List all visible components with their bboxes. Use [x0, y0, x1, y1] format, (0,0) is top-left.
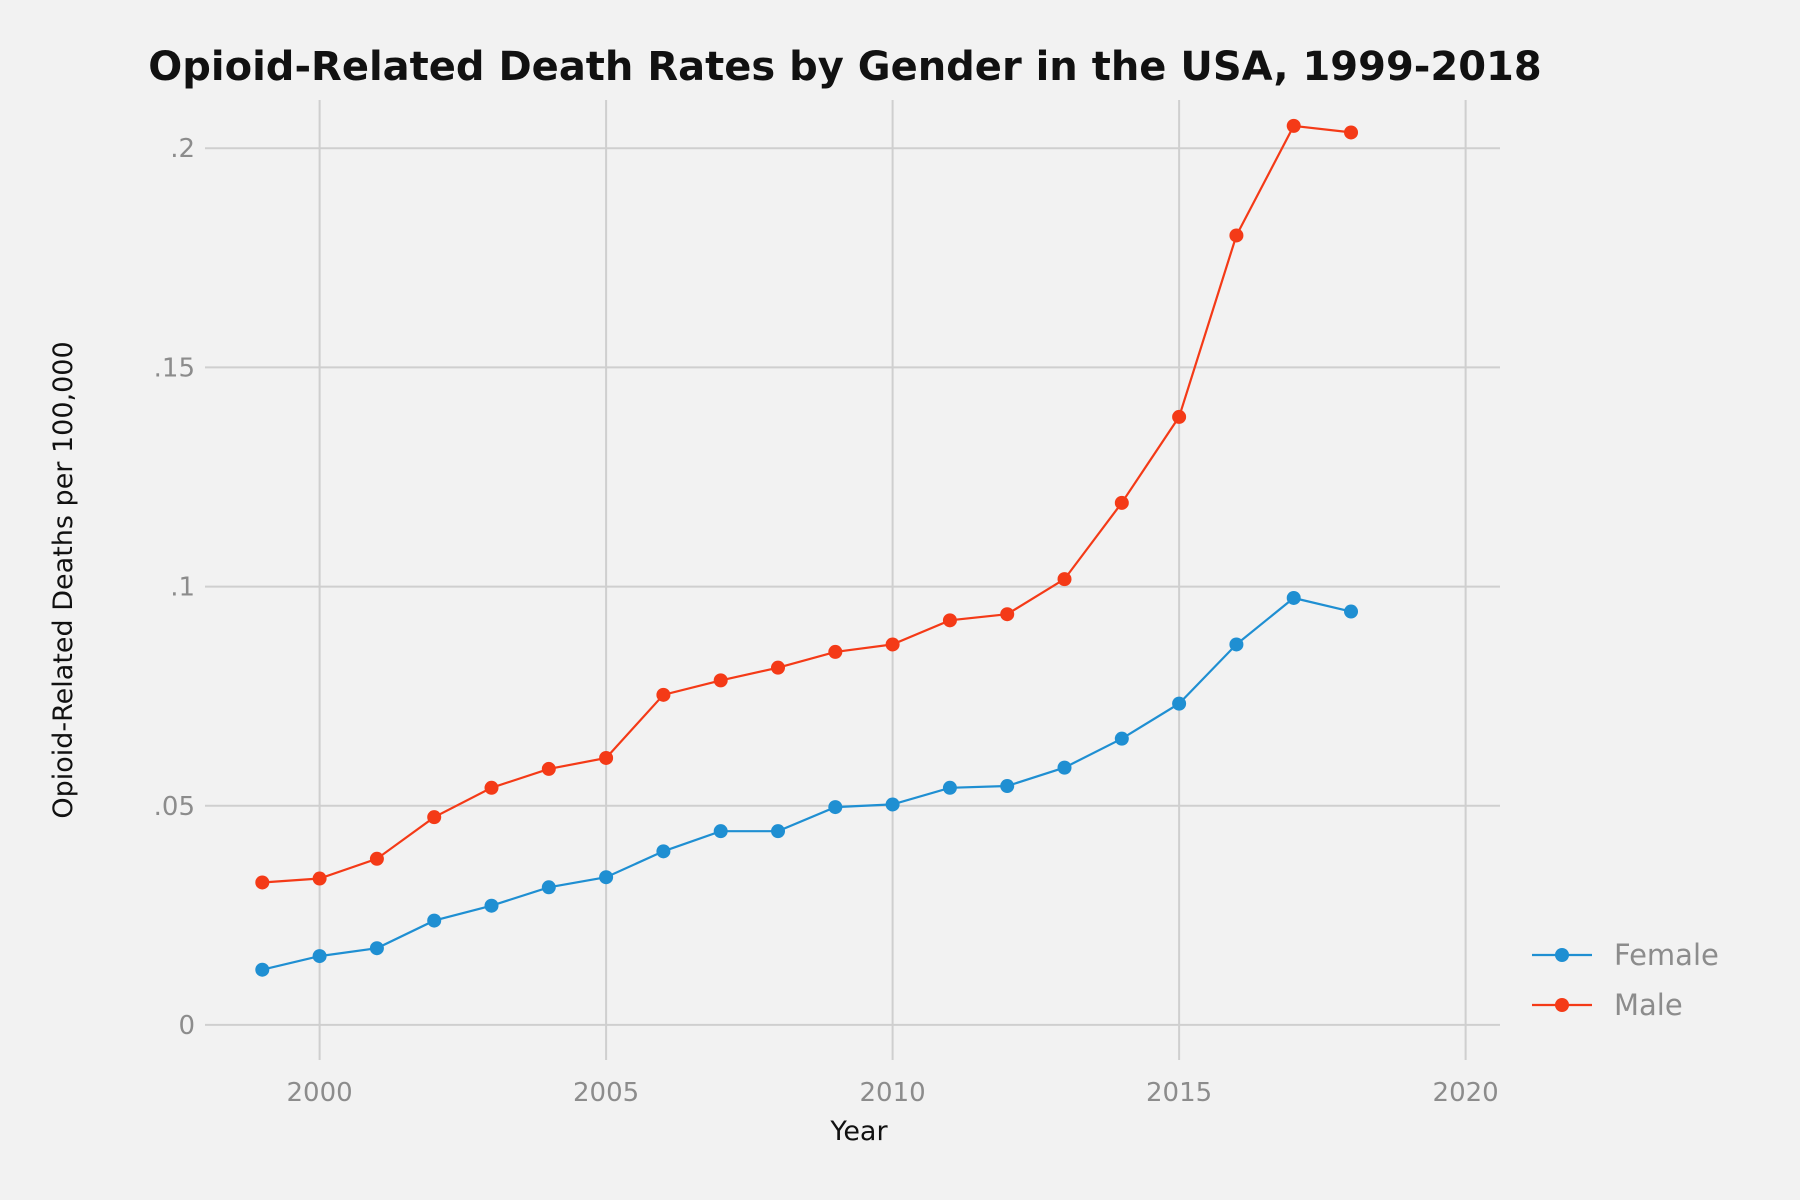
series-female [255, 590, 1359, 977]
y-tick-label: 0 [178, 1011, 195, 1041]
x-tick-labels: 2000 2005 2010 2015 2020 [287, 1078, 1499, 1108]
data-point [484, 780, 499, 795]
x-tick-label: 2015 [1146, 1078, 1212, 1108]
legend-marker [1555, 948, 1569, 962]
data-point [1286, 118, 1301, 133]
data-point [1172, 409, 1187, 424]
data-point [369, 941, 384, 956]
data-point [942, 780, 957, 795]
data-point [1229, 228, 1244, 243]
x-tick-label: 2005 [573, 1078, 639, 1108]
data-point [599, 870, 614, 885]
data-point [541, 761, 556, 776]
data-point [312, 871, 327, 886]
data-point [885, 797, 900, 812]
y-tick-label: .1 [170, 573, 195, 603]
data-point [599, 750, 614, 765]
legend-label: Male [1614, 988, 1683, 1022]
y-tick-labels: 0 .05 .1 .15 .2 [154, 134, 195, 1041]
data-point [1000, 779, 1015, 794]
data-point [771, 660, 786, 675]
legend-marker [1555, 998, 1569, 1012]
data-point [255, 875, 270, 890]
x-axis-label: Year [829, 1116, 888, 1147]
y-tick-label: .05 [154, 792, 195, 822]
legend-label: Female [1614, 938, 1719, 972]
data-point [1000, 607, 1015, 622]
series-layer [255, 118, 1359, 977]
legend-item-female: Female [1532, 938, 1719, 972]
series-line [262, 124, 1352, 884]
y-tick-label: .2 [170, 134, 195, 164]
data-point [312, 949, 327, 964]
legend: Female Male [1532, 938, 1719, 1022]
data-point [1172, 696, 1187, 711]
data-point [369, 851, 384, 866]
grid-layer [205, 100, 1500, 1060]
series-male [255, 118, 1359, 890]
x-tick-label: 2020 [1433, 1078, 1499, 1108]
data-point [1229, 637, 1244, 652]
data-point [427, 810, 442, 825]
data-point [1114, 731, 1129, 746]
data-point [541, 880, 556, 895]
data-point [255, 962, 270, 977]
chart-title: Opioid-Related Death Rates by Gender in … [148, 44, 1541, 90]
data-point [1057, 572, 1072, 587]
data-point [1114, 495, 1129, 510]
data-point [713, 673, 728, 688]
data-point [656, 844, 671, 859]
data-point [1057, 760, 1072, 775]
y-tick-label: .15 [154, 353, 195, 383]
series-line [262, 596, 1352, 971]
data-point [1286, 590, 1301, 605]
data-point [713, 824, 728, 839]
data-point [1344, 125, 1359, 140]
data-point [771, 824, 786, 839]
legend-item-male: Male [1532, 988, 1683, 1022]
data-point [828, 800, 843, 815]
data-point [656, 687, 671, 702]
data-point [885, 637, 900, 652]
y-axis-label: Opioid-Related Deaths per 100,000 [48, 341, 79, 818]
data-point [427, 913, 442, 928]
data-point [484, 898, 499, 913]
x-tick-label: 2010 [860, 1078, 926, 1108]
x-tick-label: 2000 [287, 1078, 353, 1108]
data-point [942, 613, 957, 628]
data-point [828, 644, 843, 659]
data-point [1344, 604, 1359, 619]
